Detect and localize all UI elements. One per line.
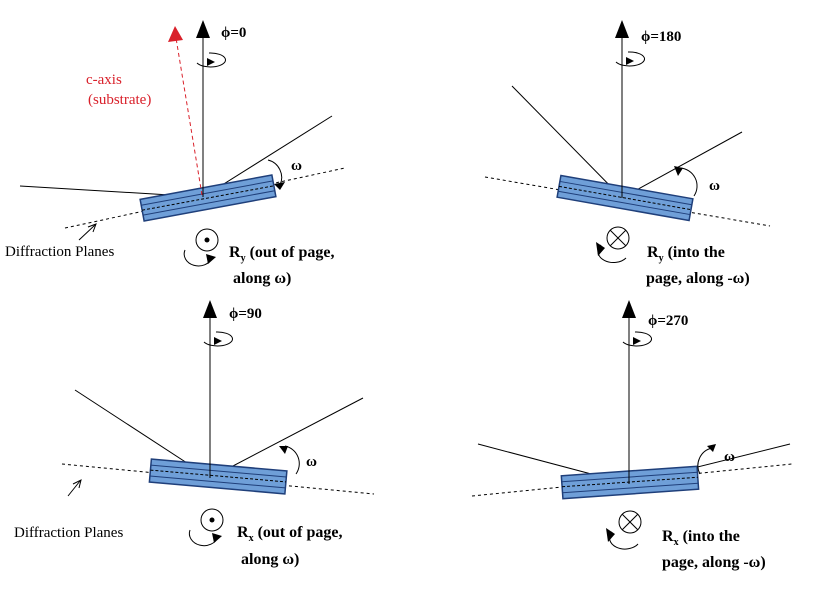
phi-rotation-ellipse: [196, 52, 227, 68]
crystal-sample: [556, 174, 694, 222]
panel-phi-90: ϕ=90 ω Diffraction Planes Rx (out of pag…: [14, 300, 375, 568]
phi-rotation-ellipse: [615, 51, 646, 67]
panel-phi-270: ϕ=270 ω Rx (into the page, along -ω): [471, 300, 793, 571]
omega-label: ω: [709, 178, 720, 194]
panel-phi-180: ϕ=180 ω Ry (into the page, along -ω): [484, 20, 771, 287]
c-axis-arrowhead: [168, 26, 183, 42]
c-axis-label-1: c-axis: [86, 72, 122, 88]
rotation-axis-line2: page, along -ω): [646, 270, 750, 287]
phi-label: ϕ=90: [229, 306, 262, 322]
phi-axis-arrowhead: [615, 20, 629, 38]
rotation-axis-line2: along ω): [233, 270, 291, 287]
phi-label: ϕ=180: [641, 29, 681, 45]
out-of-page-symbol: [200, 508, 224, 532]
omega-label: ω: [724, 449, 735, 465]
into-page-symbol: [606, 226, 630, 250]
diffracted-beam: [621, 131, 743, 199]
rotation-axis-label: Ry (out of page,: [229, 244, 334, 264]
phi-label: ϕ=0: [221, 25, 246, 41]
rotation-axis-label: Rx (into the: [662, 528, 740, 548]
out-of-page-symbol: [195, 228, 219, 252]
omega-label: ω: [291, 158, 302, 174]
planes-pointer: [67, 480, 81, 497]
phi-rotation-arrowhead: [207, 58, 215, 66]
panel-phi-0: ϕ=0 c-axis (substrate) ω Diffraction Pla…: [5, 20, 346, 287]
omega-arrowhead: [274, 182, 285, 190]
rotation-axis-line2: along ω): [241, 551, 299, 568]
phi-axis-arrowhead: [196, 20, 210, 38]
omega-arc: [267, 159, 283, 186]
crystal-sample: [139, 174, 277, 222]
phi-label: ϕ=270: [648, 313, 688, 329]
omega-label: ω: [306, 454, 317, 470]
c-axis-label-2: (substrate): [88, 92, 151, 108]
planes-pointer: [78, 224, 96, 241]
rotation-axis-label: Ry (into the: [647, 244, 725, 264]
phi-rotation-ellipse: [622, 331, 653, 347]
c-axis-line: [175, 37, 203, 196]
diffraction-planes-label: Diffraction Planes: [5, 244, 114, 260]
incident-beam: [511, 85, 623, 199]
rotation-axis-label: Rx (out of page,: [237, 524, 342, 544]
phi-axis-arrowhead: [203, 300, 217, 318]
phi-rotation-ellipse: [203, 331, 234, 347]
omega-arc: [679, 167, 698, 197]
crystal-sample: [148, 458, 288, 495]
into-page-symbol: [618, 510, 642, 534]
omega-arc: [697, 447, 713, 475]
diffraction-planes-label: Diffraction Planes: [14, 525, 123, 541]
diffracted-beam: [209, 397, 364, 479]
rotation-axis-line2: page, along -ω): [662, 554, 766, 571]
omega-arc: [284, 445, 300, 475]
phi-axis-arrowhead: [622, 300, 636, 318]
crystal-sample: [560, 465, 700, 500]
